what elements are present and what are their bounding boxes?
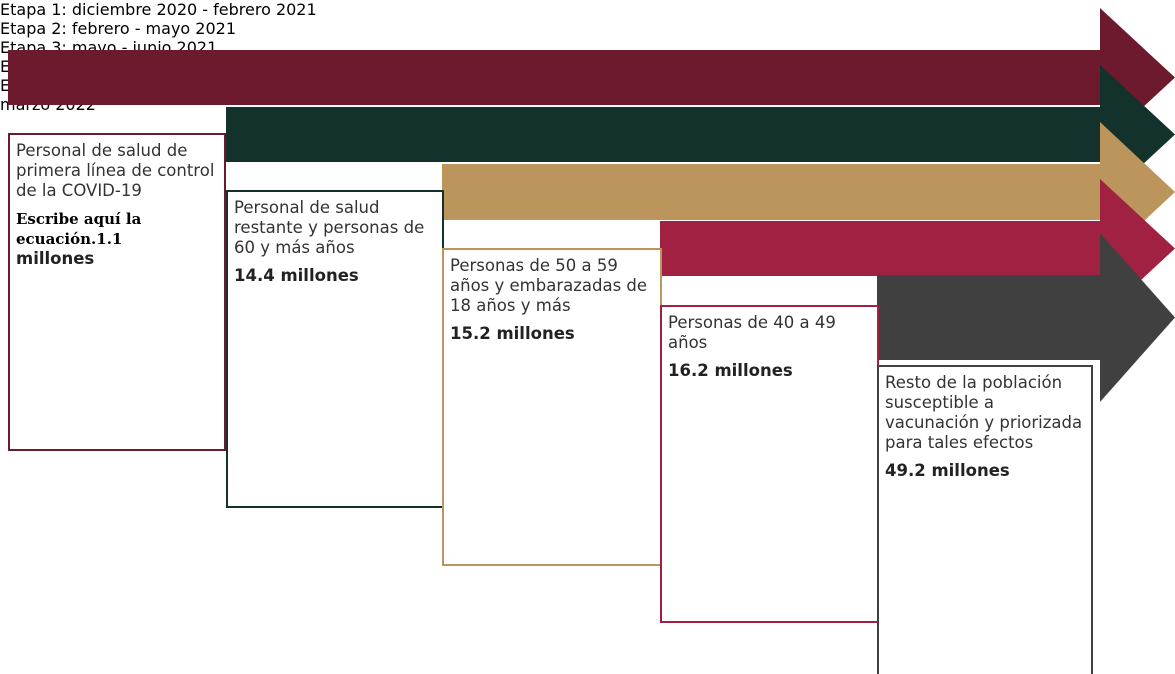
- stage-description: Personas de 50 a 59 años y embarazadas d…: [450, 256, 648, 315]
- stage-description: Personal de salud restante y personas de…: [234, 198, 425, 257]
- stage-box: Personas de 40 a 49 años 16.2 millones: [660, 305, 879, 623]
- stage-description: Resto de la población susceptible a vacu…: [885, 373, 1083, 452]
- stage-amount: 14.4 millones: [234, 266, 359, 285]
- stage-title: Etapa 1: diciembre 2020 - febrero 2021: [0, 0, 317, 19]
- stage-arrow: [442, 122, 1175, 262]
- stage-amount: 49.2 millones: [885, 461, 1010, 480]
- stage-arrow: [226, 65, 1175, 204]
- stage-title: Etapa 2: febrero - mayo 2021: [0, 19, 237, 38]
- stage-amount: 15.2 millones: [450, 324, 575, 343]
- stage-arrow: [877, 233, 1175, 402]
- stage-amount: 16.2 millones: [668, 361, 793, 380]
- stage-box: Personas de 50 a 59 años y embarazadas d…: [442, 248, 662, 566]
- stage-arrow: [8, 8, 1175, 147]
- stage-box: Resto de la población susceptible a vacu…: [877, 365, 1093, 674]
- stage-box: Personal de salud de primera línea de co…: [8, 133, 226, 451]
- stage-box: Personal de salud restante y personas de…: [226, 190, 444, 508]
- stage-arrow: [660, 179, 1175, 318]
- stage-description: Personas de 40 a 49 años: [668, 313, 836, 352]
- stage-description: Personal de salud de primera línea de co…: [16, 141, 215, 200]
- stage-amount: millones: [16, 249, 95, 268]
- equation-placeholder: Escribe aquí la ecuación.1.1: [16, 210, 142, 248]
